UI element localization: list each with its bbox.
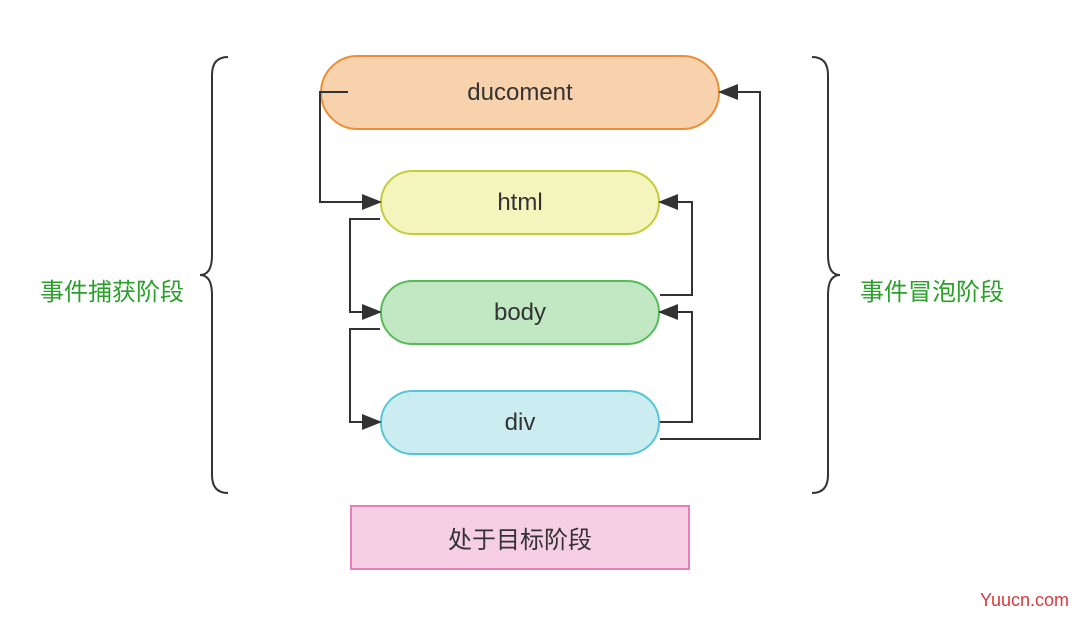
node-document: ducoment <box>320 55 720 130</box>
node-div-label: div <box>505 409 536 437</box>
event-flow-diagram: ducoment html body div 处于目标阶段 事件捕获阶段 事件冒… <box>0 0 1090 621</box>
brace-right <box>808 55 842 495</box>
arrow-bubble-body-html <box>660 202 692 295</box>
arrow-bubble-div-body <box>660 312 692 422</box>
node-target: 处于目标阶段 <box>350 505 690 570</box>
watermark: Yuucn.com <box>980 590 1069 611</box>
arrow-bubble-div-document <box>660 92 760 439</box>
brace-left <box>198 55 232 495</box>
node-html: html <box>380 170 660 235</box>
node-body-label: body <box>494 299 546 327</box>
arrow-capture-html-body <box>350 219 380 312</box>
node-body: body <box>380 280 660 345</box>
node-div: div <box>380 390 660 455</box>
node-target-label: 处于目标阶段 <box>448 520 592 555</box>
node-document-label: ducoment <box>467 79 572 107</box>
label-bubble-phase: 事件冒泡阶段 <box>860 272 1004 307</box>
node-html-label: html <box>497 189 542 217</box>
label-capture-phase: 事件捕获阶段 <box>40 272 184 307</box>
arrow-capture-body-div <box>350 329 380 422</box>
